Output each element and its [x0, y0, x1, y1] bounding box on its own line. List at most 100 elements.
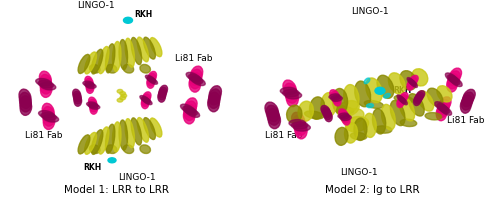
Ellipse shape [158, 92, 166, 102]
Ellipse shape [84, 52, 96, 74]
Ellipse shape [40, 78, 52, 94]
Ellipse shape [106, 64, 117, 73]
Ellipse shape [450, 77, 462, 87]
Ellipse shape [78, 135, 90, 154]
Ellipse shape [74, 96, 82, 106]
Ellipse shape [407, 80, 414, 90]
Ellipse shape [331, 92, 340, 102]
Ellipse shape [330, 90, 338, 99]
Ellipse shape [338, 113, 348, 118]
Ellipse shape [400, 119, 416, 126]
Ellipse shape [208, 96, 219, 112]
Ellipse shape [293, 116, 306, 132]
Ellipse shape [90, 101, 97, 112]
Ellipse shape [43, 115, 59, 122]
Ellipse shape [190, 73, 201, 89]
Ellipse shape [350, 133, 367, 140]
Ellipse shape [407, 78, 414, 85]
Ellipse shape [142, 97, 150, 103]
Ellipse shape [332, 97, 342, 101]
Ellipse shape [106, 145, 117, 154]
Ellipse shape [148, 74, 156, 84]
Ellipse shape [86, 78, 93, 89]
Ellipse shape [148, 78, 158, 84]
Ellipse shape [289, 120, 306, 127]
Ellipse shape [90, 105, 100, 109]
Ellipse shape [462, 92, 474, 107]
Ellipse shape [38, 111, 54, 118]
Ellipse shape [341, 113, 349, 123]
Ellipse shape [286, 87, 298, 103]
Ellipse shape [42, 103, 54, 119]
Ellipse shape [125, 38, 134, 67]
Ellipse shape [20, 93, 31, 108]
Text: LINGO-1: LINGO-1 [340, 168, 378, 177]
Ellipse shape [340, 111, 348, 121]
Ellipse shape [92, 130, 103, 154]
Ellipse shape [120, 96, 126, 100]
Ellipse shape [142, 94, 150, 104]
Ellipse shape [410, 75, 418, 84]
Ellipse shape [462, 95, 472, 110]
Text: LINGO-1: LINGO-1 [78, 1, 115, 10]
Ellipse shape [144, 118, 156, 140]
Ellipse shape [41, 113, 56, 120]
Ellipse shape [400, 93, 408, 101]
Ellipse shape [186, 72, 200, 81]
Ellipse shape [191, 77, 205, 86]
Ellipse shape [342, 115, 350, 125]
Ellipse shape [294, 119, 306, 135]
Ellipse shape [372, 109, 386, 134]
Ellipse shape [425, 113, 442, 120]
Ellipse shape [142, 96, 150, 106]
Ellipse shape [330, 95, 341, 100]
Ellipse shape [72, 89, 80, 99]
Ellipse shape [88, 103, 99, 108]
Ellipse shape [144, 37, 156, 59]
Ellipse shape [418, 91, 434, 111]
Ellipse shape [334, 106, 353, 114]
Ellipse shape [266, 105, 279, 122]
Text: RKH: RKH [393, 86, 411, 95]
Ellipse shape [398, 96, 406, 104]
Ellipse shape [354, 118, 367, 140]
Ellipse shape [448, 75, 460, 85]
Ellipse shape [390, 100, 405, 126]
Ellipse shape [147, 77, 156, 83]
Ellipse shape [185, 108, 200, 117]
Ellipse shape [364, 113, 376, 137]
Ellipse shape [292, 122, 308, 129]
Ellipse shape [92, 49, 103, 74]
Text: RKH: RKH [84, 163, 102, 172]
Ellipse shape [158, 89, 166, 100]
Ellipse shape [84, 132, 96, 154]
Ellipse shape [86, 84, 96, 88]
Ellipse shape [209, 89, 220, 105]
Ellipse shape [120, 92, 126, 95]
Ellipse shape [322, 107, 330, 117]
Text: Li81 Fab: Li81 Fab [175, 54, 212, 63]
Text: LINGO-1: LINGO-1 [118, 173, 156, 182]
Ellipse shape [98, 127, 109, 154]
Ellipse shape [98, 46, 109, 74]
Ellipse shape [117, 89, 123, 93]
Ellipse shape [148, 72, 156, 81]
Ellipse shape [268, 109, 280, 125]
Ellipse shape [398, 96, 406, 105]
Text: Li81 Fab: Li81 Fab [25, 131, 62, 140]
Ellipse shape [86, 83, 94, 93]
Ellipse shape [86, 102, 97, 106]
Ellipse shape [106, 124, 115, 153]
Ellipse shape [437, 103, 448, 118]
Ellipse shape [208, 92, 220, 108]
Ellipse shape [159, 87, 166, 98]
Text: LINGO-1: LINGO-1 [351, 7, 389, 16]
Ellipse shape [341, 116, 351, 121]
Ellipse shape [463, 89, 475, 103]
Ellipse shape [20, 96, 32, 112]
Ellipse shape [185, 98, 197, 113]
Text: Model 1: LRR to LRR: Model 1: LRR to LRR [64, 185, 170, 195]
Ellipse shape [20, 99, 32, 115]
Ellipse shape [285, 92, 302, 99]
Ellipse shape [160, 85, 168, 95]
